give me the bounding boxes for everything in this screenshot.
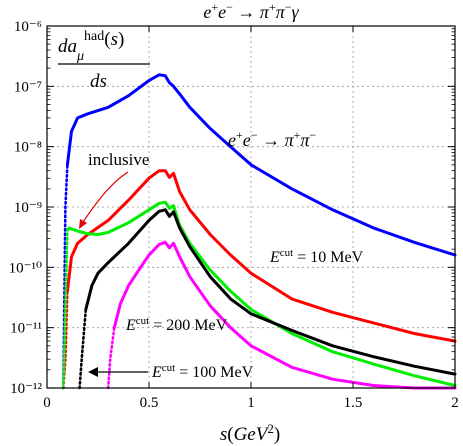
x-tick-label: 1 (247, 395, 255, 411)
inclusive-arrow (82, 171, 129, 223)
annotation-200mev: Ecut = 200 MeV (125, 315, 228, 334)
y-tick-label: 10⁻⁶ (14, 19, 42, 35)
series-line-3 (84, 208, 457, 376)
series-line-4 (112, 240, 457, 390)
annotation-blue: e+e− → π+π− (228, 128, 316, 150)
x-tick-label: 2 (451, 395, 459, 411)
annotation-10mev: Ecut = 10 MeV (269, 247, 364, 266)
series-rise-4 (106, 326, 116, 390)
y-tick-label: 10⁻⁸ (14, 140, 42, 156)
series-line-2 (65, 200, 457, 387)
y-tick-label: 10⁻¹² (10, 381, 42, 397)
ticks: 0 0.5 1 1.5 2 10⁻¹² 10⁻¹¹ 10⁻¹⁰ 10⁻⁹ 10⁻⁸ 10⁻⁷ 10⁻⁶ (9, 19, 459, 411)
inclusive-arrowhead (79, 219, 87, 229)
annotation-100mev-arrowhead (88, 367, 98, 377)
series-rise-3 (78, 308, 88, 390)
x-tick-label: 0.5 (140, 395, 159, 411)
chart-title: e+e− → π+π−γ (203, 0, 299, 22)
curves (61, 73, 457, 390)
x-axis-label: s(GeV2) (220, 421, 280, 446)
annotation-100mev: Ecut = 100 MeV (151, 362, 254, 381)
y-tick-label: 10⁻¹⁰ (9, 260, 42, 276)
svg-text:daμhad(s): daμhad(s) (58, 29, 124, 64)
x-tick-label: 0 (43, 395, 51, 411)
y-tick-label: 10⁻¹¹ (10, 321, 42, 337)
grid (47, 26, 455, 388)
annotation-inclusive: inclusive (88, 150, 149, 169)
x-tick-label: 1.5 (344, 395, 363, 411)
svg-text:ds: ds (90, 71, 107, 92)
y-tick-label: 10⁻⁷ (14, 79, 42, 95)
series-line-1 (65, 169, 457, 343)
y-axis-label: daμhad(s) ds (58, 29, 150, 92)
series-line-0 (65, 73, 457, 257)
y-tick-label: 10⁻⁹ (14, 200, 42, 216)
series-rise-2 (61, 228, 69, 390)
